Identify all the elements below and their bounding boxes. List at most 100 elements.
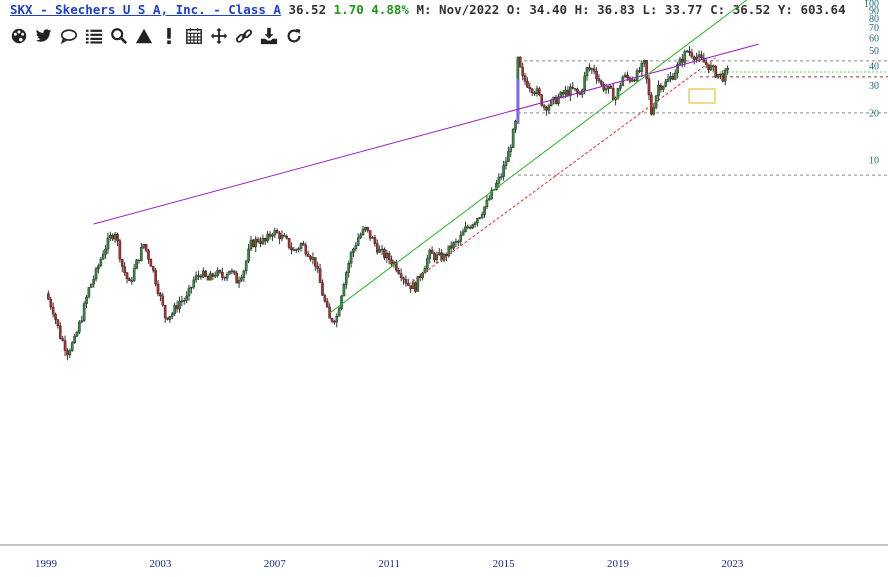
candle-body	[259, 241, 262, 244]
candle-body	[595, 71, 598, 79]
candle-body	[330, 318, 334, 322]
candle-body	[423, 268, 427, 274]
candle-body	[707, 64, 710, 71]
candle-body	[342, 284, 346, 297]
y-tick-label: 20	[869, 108, 879, 119]
refresh-icon[interactable]	[283, 25, 304, 46]
y-tick-label: 70	[869, 23, 879, 34]
candle-body	[304, 244, 308, 255]
triangle-icon[interactable]	[133, 25, 154, 46]
candle-body	[476, 218, 479, 224]
candle-body	[712, 65, 715, 67]
twitter-icon[interactable]	[33, 25, 54, 46]
candle-body	[592, 68, 596, 72]
candle-body	[271, 234, 274, 237]
candle-body	[626, 74, 629, 78]
x-axis: 1999 2003 2007 2011 2015 2019 2023	[35, 558, 744, 570]
candle-body	[428, 249, 432, 259]
candle-body	[692, 56, 696, 60]
palette-icon[interactable]	[8, 25, 29, 46]
candle-body	[647, 78, 651, 96]
candle-body	[404, 279, 408, 284]
list-icon[interactable]	[83, 25, 104, 46]
candle-body	[135, 259, 138, 269]
candle-body	[418, 276, 422, 279]
candle-body	[163, 305, 167, 319]
candle-body	[571, 86, 575, 89]
candle-body	[542, 105, 546, 108]
candle-body	[278, 232, 281, 240]
high-value: 36.83	[597, 2, 635, 17]
candle-body	[104, 248, 107, 255]
candle-body	[70, 342, 74, 351]
candle-body	[161, 295, 165, 306]
candle-body	[280, 234, 284, 240]
candle-body	[373, 237, 377, 244]
candle-body	[561, 91, 565, 95]
candle-body	[387, 253, 391, 260]
candle-body	[390, 259, 393, 265]
candle-body	[478, 217, 482, 219]
candle-body	[664, 81, 667, 87]
candle-body	[600, 80, 603, 85]
candle-body	[726, 67, 729, 71]
candle-body	[294, 249, 298, 251]
candle-body	[547, 105, 551, 111]
candle-body	[287, 238, 291, 248]
x-tick-label: 2019	[607, 558, 630, 570]
candle-body	[75, 332, 79, 337]
period-value: Nov/2022	[439, 2, 500, 17]
candle-body	[232, 270, 236, 274]
y-tick-label: 90	[869, 6, 879, 17]
candle-body	[554, 96, 558, 105]
candle-body	[175, 305, 179, 310]
candle-body	[209, 273, 212, 281]
link-icon[interactable]	[233, 25, 254, 46]
candle-body	[314, 257, 317, 267]
x-tick-label: 2011	[378, 558, 400, 570]
search-icon[interactable]	[108, 25, 129, 46]
candle-body	[190, 286, 193, 289]
trendline-red-dash[interactable]	[407, 57, 717, 285]
candle-body	[101, 253, 105, 260]
candle-body	[635, 70, 639, 82]
candle-body	[383, 248, 386, 259]
candle-body	[645, 60, 648, 79]
candle-body	[633, 79, 636, 82]
candle-body	[166, 317, 169, 320]
candle-body	[659, 85, 663, 90]
candle-body	[661, 86, 665, 90]
candle-body	[538, 88, 541, 95]
move-icon[interactable]	[208, 25, 229, 46]
price-change-pct: 4.88%	[371, 2, 409, 17]
candle-body	[149, 259, 153, 267]
candle-body	[204, 270, 207, 277]
trendline-purple[interactable]	[93, 43, 759, 225]
candle-body	[631, 79, 634, 82]
candle-body	[669, 76, 672, 80]
candle-body	[445, 254, 448, 257]
candle-body	[700, 54, 703, 59]
symbol-title[interactable]: SKX - Skechers U S A, Inc. - Class A	[10, 2, 281, 17]
annotation-box[interactable]	[688, 88, 716, 104]
open-value: 34.40	[529, 2, 568, 17]
candle-body	[611, 88, 615, 101]
comment-icon[interactable]	[58, 25, 79, 46]
candle-body	[716, 73, 720, 78]
exclamation-icon[interactable]	[158, 25, 179, 46]
download-icon[interactable]	[258, 25, 279, 46]
candle-body	[530, 88, 534, 93]
candle-body	[273, 230, 277, 236]
candle-body	[597, 78, 601, 82]
calendar-icon[interactable]	[183, 25, 204, 46]
candle-body	[371, 237, 374, 239]
candle-body	[468, 227, 472, 229]
trendline-green[interactable]	[329, 0, 759, 314]
candle-body	[702, 57, 706, 63]
candle-body	[268, 233, 272, 237]
close-label: C:	[710, 2, 726, 17]
candle-body	[256, 238, 260, 242]
candle-body	[159, 293, 162, 297]
candle-body	[356, 237, 360, 246]
